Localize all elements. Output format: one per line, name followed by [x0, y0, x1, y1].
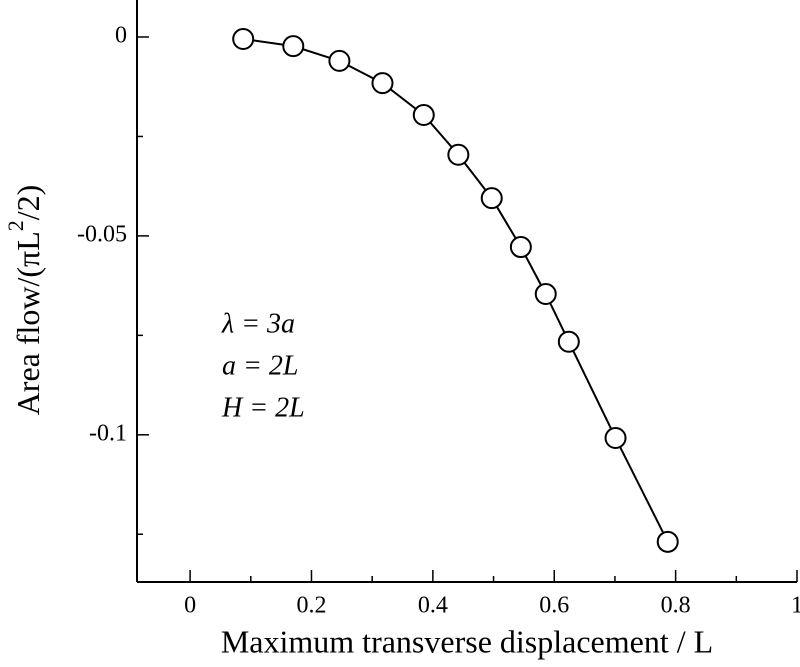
marker	[282, 35, 305, 58]
y-tick-label: -0.05	[77, 221, 127, 247]
x-tick-label: 0.8	[661, 593, 691, 619]
marker	[328, 49, 351, 72]
y-axis-label: Area flow/(πL2/2)	[3, 185, 46, 416]
y-axis-label-part: /2)	[10, 185, 46, 221]
marker	[509, 236, 532, 259]
y-axis-label-part: Area flow/(πL	[10, 231, 46, 415]
y-tick-label: 0	[115, 22, 127, 48]
marker	[656, 530, 679, 553]
x-tick-label: 0	[184, 593, 196, 619]
marker	[480, 187, 503, 210]
marker	[604, 426, 627, 449]
x-tick-label: 0.4	[418, 593, 448, 619]
y-axis-label-sup: 2	[3, 220, 28, 231]
line	[243, 37, 669, 543]
marker	[371, 72, 394, 95]
marker	[534, 282, 557, 305]
x-axis-label: Maximum transverse displacement / L	[221, 623, 713, 659]
annotation: λ = 3a	[221, 308, 295, 339]
marker	[232, 27, 255, 50]
annotation: H = 2L	[221, 392, 305, 423]
marker	[447, 143, 470, 166]
x-tick-label: 0.6	[539, 593, 569, 619]
annotation: a = 2L	[222, 350, 298, 381]
x-tick-label: 1	[791, 593, 800, 619]
marker	[412, 103, 435, 126]
y-tick-label: -0.1	[89, 420, 127, 446]
marker	[557, 330, 580, 353]
x-tick-label: 0.2	[296, 593, 326, 619]
